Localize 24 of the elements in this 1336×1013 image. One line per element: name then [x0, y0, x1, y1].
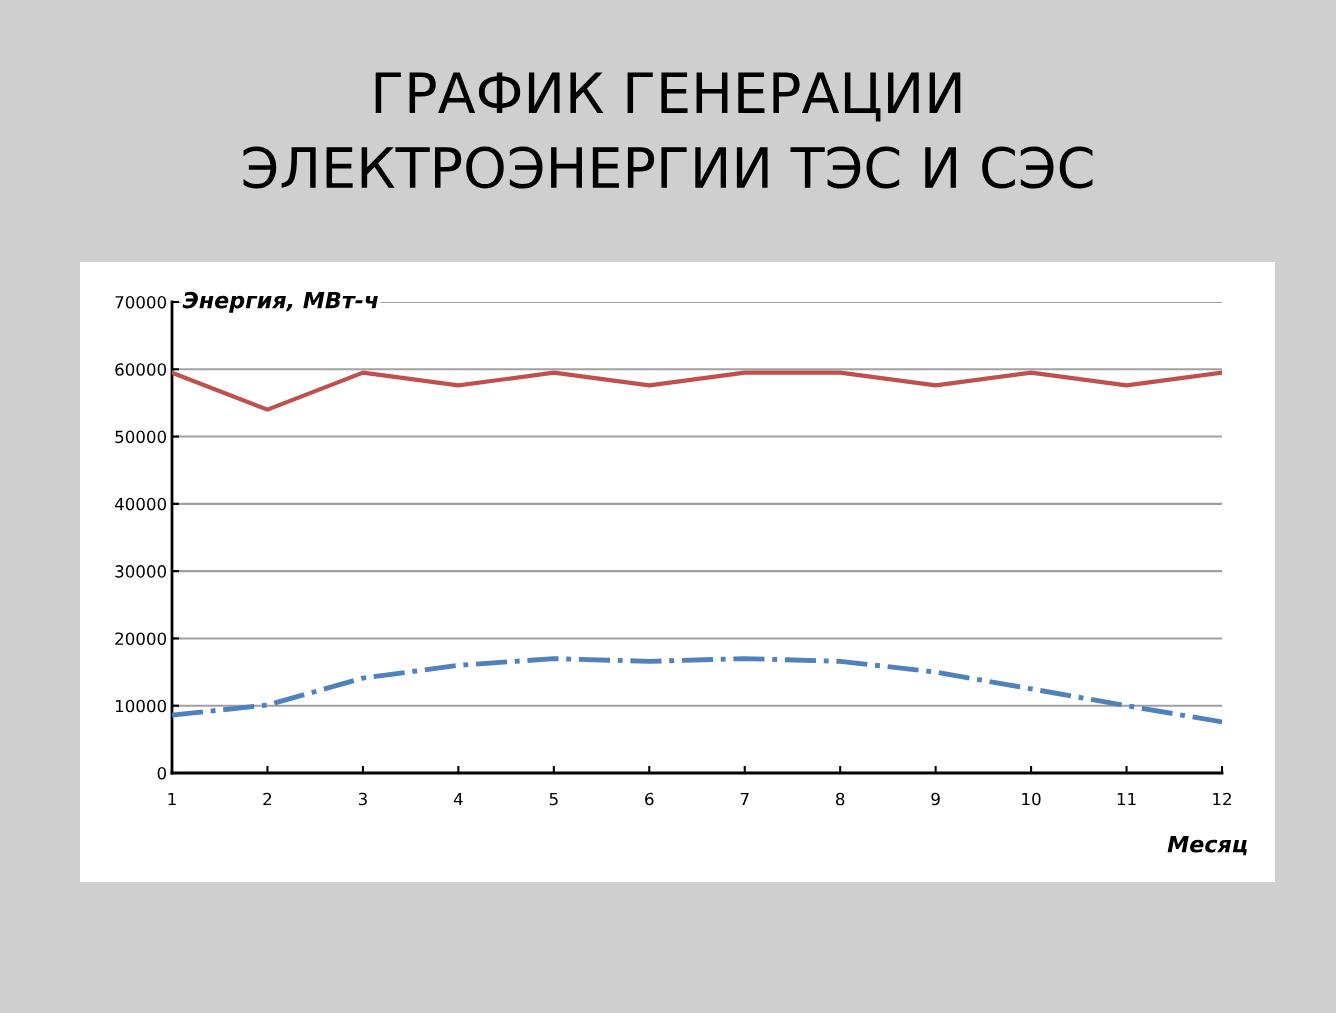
x-tick-label: 1 [168, 792, 176, 806]
x-tick-label: 11 [1117, 792, 1136, 806]
y-tick-label: 70000 [115, 295, 167, 309]
y-tick-label: 50000 [115, 430, 167, 444]
chart-title: ГРАФИК ГЕНЕРАЦИИ ЭЛЕКТРОЭНЕРГИИ ТЭС И СЭС [243, 72, 1093, 189]
x-tick-label: 3 [358, 792, 367, 806]
x-tick-label: 10 [1022, 792, 1041, 806]
x-tick-label: 7 [740, 792, 749, 806]
y-tick-label: 10000 [115, 699, 167, 713]
y-axis-title: Энергия, МВт-ч [182, 291, 378, 313]
x-tick-label: 8 [836, 792, 845, 806]
x-tick-label: 9 [931, 792, 940, 806]
x-tick-label: 6 [645, 792, 654, 806]
y-tick-label: 30000 [115, 565, 167, 578]
y-tick-label: 60000 [115, 363, 167, 376]
x-tick-label: 2 [263, 792, 272, 806]
x-tick-label: 12 [1213, 792, 1231, 806]
line-series [172, 656, 1222, 725]
y-tick-label: 40000 [114, 497, 167, 511]
x-axis-title: Месяц [1167, 835, 1247, 856]
y-tick-label: 20000 [115, 632, 167, 645]
x-tick-label: 5 [549, 792, 558, 806]
y-tick-label: 0 [157, 766, 167, 780]
x-tick-label: 4 [453, 792, 463, 806]
